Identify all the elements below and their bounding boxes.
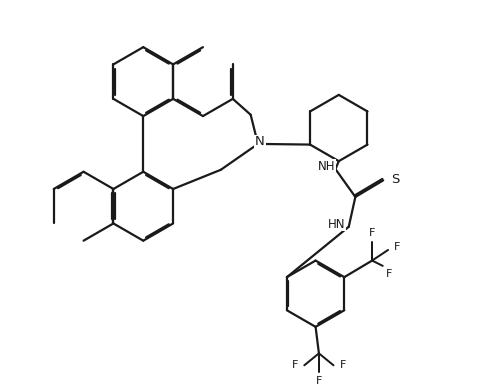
Text: F: F — [316, 376, 322, 386]
Text: F: F — [394, 242, 400, 252]
Text: F: F — [292, 360, 298, 370]
Text: N: N — [255, 135, 265, 149]
Text: S: S — [391, 173, 400, 185]
Text: NH: NH — [317, 160, 335, 173]
Text: F: F — [369, 228, 375, 238]
Text: F: F — [386, 269, 393, 279]
Text: HN: HN — [328, 218, 345, 230]
Text: F: F — [339, 360, 346, 370]
